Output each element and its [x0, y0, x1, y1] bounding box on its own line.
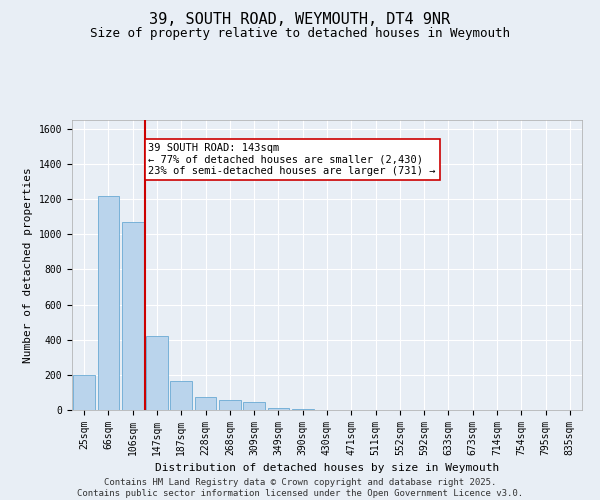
- X-axis label: Distribution of detached houses by size in Weymouth: Distribution of detached houses by size …: [155, 464, 499, 473]
- Text: 39 SOUTH ROAD: 143sqm
← 77% of detached houses are smaller (2,430)
23% of semi-d: 39 SOUTH ROAD: 143sqm ← 77% of detached …: [149, 143, 436, 176]
- Bar: [194, 397, 217, 410]
- Bar: [122, 222, 143, 410]
- Bar: [146, 336, 168, 410]
- Text: Contains HM Land Registry data © Crown copyright and database right 2025.
Contai: Contains HM Land Registry data © Crown c…: [77, 478, 523, 498]
- Text: 39, SOUTH ROAD, WEYMOUTH, DT4 9NR: 39, SOUTH ROAD, WEYMOUTH, DT4 9NR: [149, 12, 451, 28]
- Bar: [268, 408, 289, 410]
- Text: Size of property relative to detached houses in Weymouth: Size of property relative to detached ho…: [90, 28, 510, 40]
- Bar: [292, 409, 314, 410]
- Bar: [170, 381, 192, 410]
- Bar: [243, 402, 265, 410]
- Bar: [97, 196, 119, 410]
- Bar: [219, 400, 241, 410]
- Y-axis label: Number of detached properties: Number of detached properties: [23, 167, 33, 363]
- Bar: [73, 375, 95, 410]
